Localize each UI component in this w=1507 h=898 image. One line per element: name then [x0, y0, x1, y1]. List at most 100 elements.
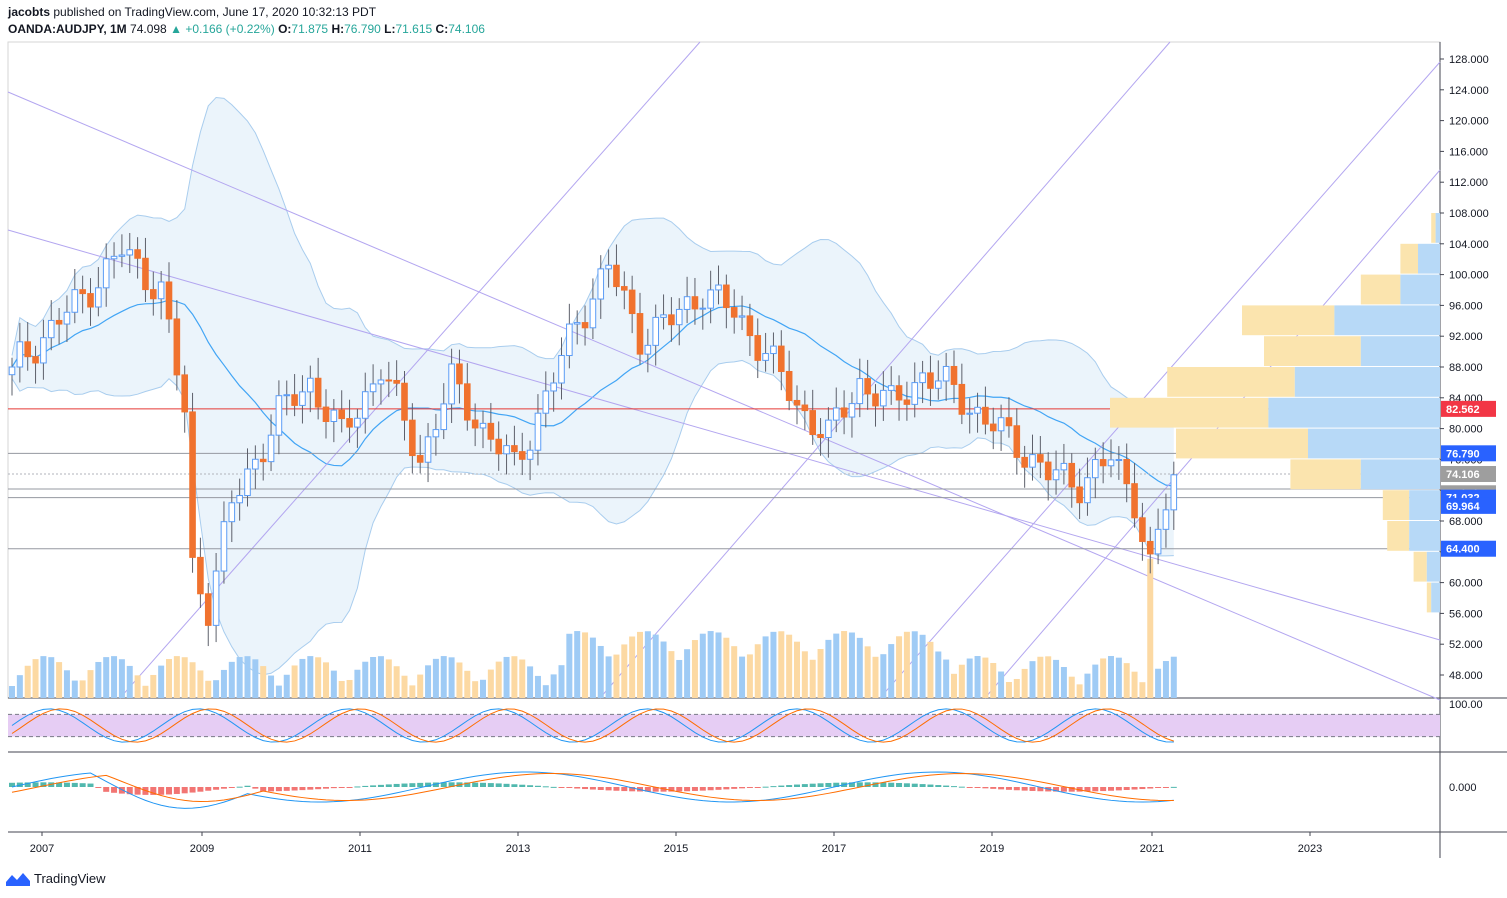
candle[interactable] — [40, 319, 47, 380]
candle[interactable] — [377, 369, 385, 405]
candle[interactable] — [393, 360, 400, 396]
candle[interactable] — [299, 375, 306, 424]
candle[interactable] — [55, 307, 63, 345]
candle[interactable] — [974, 392, 981, 433]
candle[interactable] — [220, 501, 228, 584]
candle[interactable] — [1084, 457, 1091, 516]
candle[interactable] — [1044, 452, 1052, 501]
candle[interactable] — [291, 374, 298, 417]
candle[interactable] — [613, 244, 620, 297]
candle[interactable] — [526, 440, 534, 481]
candle[interactable] — [1052, 450, 1060, 495]
candle[interactable] — [754, 318, 762, 379]
candle[interactable] — [102, 243, 110, 307]
candle[interactable] — [189, 392, 196, 573]
candle[interactable] — [809, 389, 817, 445]
candle[interactable] — [801, 390, 809, 431]
candle[interactable] — [236, 478, 243, 521]
candle[interactable] — [1076, 468, 1083, 520]
candle[interactable] — [424, 423, 432, 483]
candle[interactable] — [644, 328, 652, 373]
trend-line[interactable] — [7, 91, 1441, 701]
candle[interactable] — [589, 278, 597, 340]
candle[interactable] — [173, 300, 181, 391]
candle[interactable] — [793, 385, 801, 425]
candle[interactable] — [675, 298, 683, 346]
candle[interactable] — [1092, 447, 1099, 499]
candle[interactable] — [621, 271, 628, 310]
candle[interactable] — [71, 268, 79, 324]
candle[interactable] — [409, 403, 416, 474]
candle[interactable] — [746, 303, 754, 357]
candle[interactable] — [1115, 446, 1123, 480]
candle[interactable] — [738, 295, 746, 331]
candle[interactable] — [95, 267, 102, 317]
trend-line[interactable] — [879, 61, 1441, 699]
candle[interactable] — [495, 421, 502, 471]
candle[interactable] — [63, 295, 71, 342]
candle[interactable] — [487, 402, 495, 452]
candle[interactable] — [817, 418, 824, 456]
candle[interactable] — [346, 399, 353, 443]
candle[interactable] — [1170, 461, 1178, 530]
candle[interactable] — [165, 262, 173, 333]
candle[interactable] — [369, 364, 377, 406]
trend-line[interactable] — [599, 41, 1171, 699]
candle[interactable] — [864, 359, 871, 410]
candle[interactable] — [354, 408, 361, 448]
candle[interactable] — [558, 337, 565, 400]
candle[interactable] — [636, 292, 644, 365]
candle[interactable] — [989, 407, 997, 450]
trend-line[interactable] — [7, 229, 1441, 641]
candle[interactable] — [997, 404, 1005, 451]
candle[interactable] — [660, 294, 667, 330]
candle[interactable] — [401, 370, 408, 441]
candle[interactable] — [118, 234, 126, 268]
candle[interactable] — [597, 255, 605, 319]
candle[interactable] — [79, 275, 86, 314]
candle[interactable] — [683, 276, 691, 324]
price-label[interactable]: 82.562 — [1441, 400, 1496, 417]
candle[interactable] — [416, 434, 424, 474]
candle[interactable] — [911, 362, 919, 418]
candle[interactable] — [534, 394, 542, 466]
candle[interactable] — [715, 265, 722, 305]
candle[interactable] — [628, 275, 636, 334]
symbol-label[interactable]: OANDA:AUDJPY, 1M — [8, 22, 127, 36]
candle[interactable] — [699, 298, 707, 330]
candle[interactable] — [212, 552, 220, 643]
candle[interactable] — [605, 249, 612, 288]
candle[interactable] — [126, 232, 134, 274]
candle[interactable] — [919, 360, 926, 404]
candle[interactable] — [283, 380, 291, 416]
candle[interactable] — [503, 434, 510, 475]
candle[interactable] — [1099, 442, 1107, 484]
candle[interactable] — [338, 390, 345, 433]
candle[interactable] — [87, 278, 94, 326]
candle[interactable] — [24, 322, 31, 371]
candle[interactable] — [307, 365, 314, 413]
candle[interactable] — [322, 389, 330, 439]
candle[interactable] — [110, 242, 118, 279]
candle[interactable] — [1107, 439, 1115, 478]
price-label[interactable]: 74.106 — [1441, 465, 1496, 482]
candle[interactable] — [464, 363, 471, 431]
candle[interactable] — [1162, 493, 1170, 548]
candle[interactable] — [150, 271, 157, 316]
candle[interactable] — [1005, 397, 1013, 438]
candle[interactable] — [385, 361, 393, 398]
candle[interactable] — [895, 375, 903, 421]
candle[interactable] — [275, 380, 283, 455]
candle[interactable] — [479, 410, 487, 449]
candle[interactable] — [542, 371, 550, 428]
candle[interactable] — [511, 425, 518, 466]
candle[interactable] — [778, 330, 785, 391]
candle[interactable] — [840, 390, 848, 435]
candle[interactable] — [730, 289, 738, 334]
candle[interactable] — [228, 490, 236, 543]
brand-name[interactable]: TradingView — [34, 871, 106, 886]
candle[interactable] — [16, 322, 24, 383]
candle[interactable] — [880, 371, 887, 421]
candle[interactable] — [518, 432, 526, 476]
